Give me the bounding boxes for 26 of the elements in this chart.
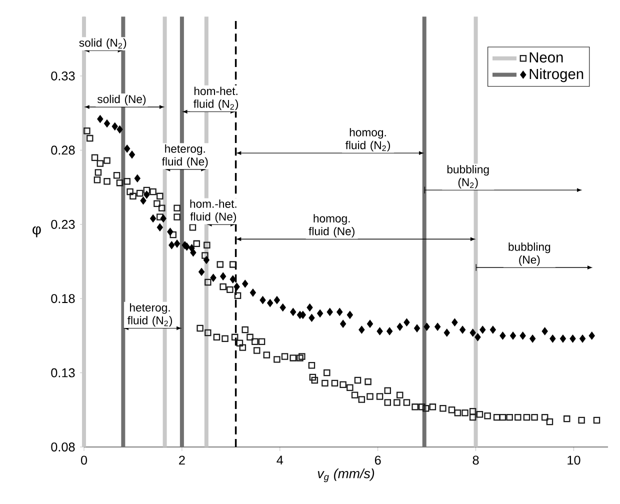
annotation: hom.-het. fluid (Ne) [190,200,236,223]
annotation: homog. fluid (N$_{2}$) [345,128,390,152]
annotation: homog. fluid (Ne) [308,214,354,238]
y-tick-label: 0.18 [51,294,75,304]
y-tick-label: 0.13 [51,368,75,378]
x-tick-label: 8 [472,456,479,465]
annotation: heterog. fluid (Ne) [162,144,208,168]
x-tick-label: 0 [80,456,88,465]
y-tick-label: 0.23 [51,220,75,229]
annotation: solid (N$_{2}$) [79,38,126,49]
y-tick-label: 0.28 [51,146,75,155]
y-tick-label: 0.08 [51,442,75,452]
annotation: solid (Ne) [97,94,146,106]
y-tick-label: 0.33 [51,71,75,80]
x-tick-label: 2 [179,456,185,465]
annotation: bubbling (Ne) [508,242,550,266]
x-tick-label: 6 [374,456,381,465]
annotation: bubbling (N$_{2}$) [447,165,489,188]
annotation: heterog. fluid (N$_{2}$) [128,303,172,327]
x-axis-title: v$_{g}$ (mm/s) [318,468,374,482]
legend-label: Nitrogen [530,68,584,82]
x-tick-label: 4 [276,456,284,464]
annotation: hom-het. fluid (N$_{2}$) [194,86,238,110]
legend-label: Neon [530,52,563,63]
y-axis-title: φ [32,226,41,238]
x-tick-label: 10 [568,456,580,465]
